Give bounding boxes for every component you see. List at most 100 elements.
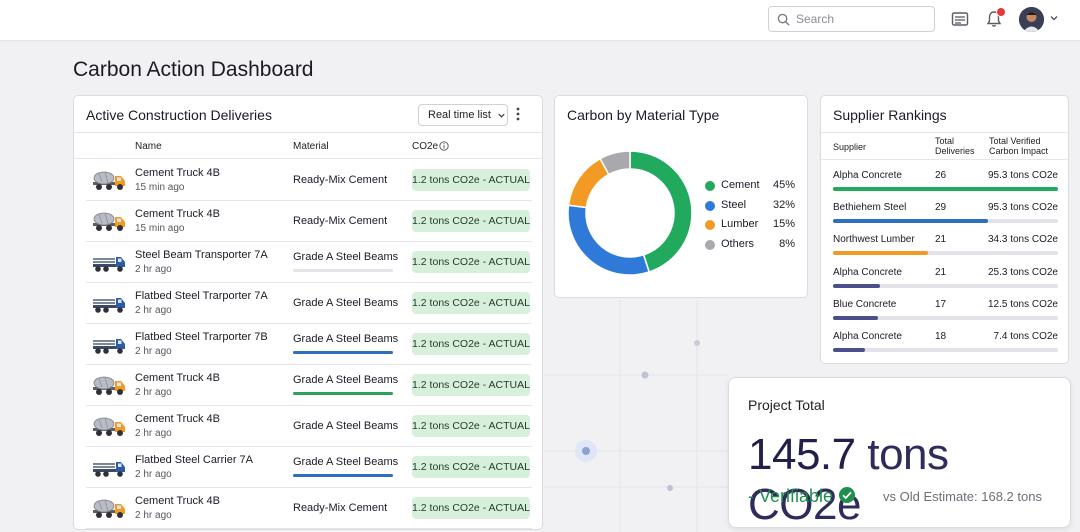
supplier-row[interactable]: Bethiehem Steel 29 95.3 tons CO2e [833,196,1058,228]
delivery-material: Ready-Mix Cement [293,215,388,227]
delivery-time: 2 hr ago [135,428,172,439]
supplier-impact-bar [833,315,1058,320]
delivery-progress-fill [293,351,393,354]
column-supplier[interactable]: Supplier [833,142,867,152]
supplier-name: Bethiehem Steel [833,202,907,214]
supplier-row[interactable]: Alpha Concrete 21 25.3 tons CO2e [833,261,1058,293]
search-box[interactable] [768,6,935,32]
supplier-impact: 34.3 tons CO2e [987,234,1058,246]
supplier-impact: 95.3 tons CO2e [987,202,1058,214]
column-total-deliveries[interactable]: Total Deliveries [935,136,975,156]
supplier-name: Northwest Lumber [833,234,915,246]
project-total-unit: tons CO2e [748,430,949,529]
supplier-deliveries: 29 [935,202,947,214]
table-row[interactable]: Flatbed Steel Carrier 7A 2 hr ago Grade A … [86,447,532,488]
supplier-impact-bar [833,283,1058,288]
delivery-time: 2 hr ago [135,264,172,275]
legend-label: Cement [721,179,760,191]
avatar[interactable] [1019,7,1044,32]
chevron-down-icon [498,113,505,118]
supplier-impact: 25.3 tons CO2e [987,266,1058,278]
donut-slice-cement[interactable] [629,150,693,273]
delivery-name: Flatbed Steel Trarporter 7A [135,290,268,302]
delivery-time: 2 hr ago [135,469,172,480]
delivery-progress-bar [293,474,393,477]
table-row[interactable]: Flatbed Steel Trarporter 7A 2 hr ago Grade… [86,283,532,324]
supplier-impact-fill [833,348,865,352]
legend-swatch [705,239,715,250]
co2-badge: 1.2 tons CO2e - ACTUAL [412,497,530,519]
material-chart-title: Carbon by Material Type [567,107,720,123]
deliveries-card: Active Construction Deliveries Real time… [73,95,543,530]
view-select[interactable]: Real time list [418,104,508,126]
delivery-name: Cement Truck 4B [135,167,220,179]
project-total-value: 145.7 tons CO2e [748,430,1070,530]
legend-percent: 8% [779,237,795,250]
delivery-progress-bar [293,351,393,354]
column-carbon-impact[interactable]: Total Verified Carbon Impact [989,136,1049,156]
list-icon[interactable] [950,9,970,29]
supplier-impact-bar [833,251,1058,256]
delivery-name: Flatbed Steel Carrier 7A [135,454,253,466]
column-material[interactable]: Material [293,141,329,152]
table-row[interactable]: Cement Truck 4B 2 hr ago Ready-Mix Cement 1… [86,488,532,529]
verifiable-label: - Verifiable [748,486,834,506]
co2-badge: 1.2 tons CO2e - ACTUAL [412,292,530,314]
top-bar [0,0,1080,41]
delivery-progress-bar [293,392,393,395]
supplier-impact-fill [833,187,1058,191]
column-name[interactable]: Name [135,141,162,152]
co2-badge: 1.2 tons CO2e - ACTUAL [412,251,530,273]
project-total-label: Project Total [748,397,825,413]
donut-slice-others[interactable] [599,150,631,176]
supplier-impact: 12.5 tons CO2e [987,298,1058,310]
donut-slice-steel[interactable] [567,204,651,276]
delivery-material: Grade A Steel Beams [293,333,399,345]
delivery-material: Ready-Mix Cement [293,502,388,514]
delivery-name: Cement Truck 4B [135,495,220,507]
donut-chart [567,150,693,276]
info-icon[interactable] [439,141,449,151]
cement-truck-icon [92,210,126,237]
table-row[interactable]: Flatbed Steel Trarporter 7B 2 hr ago Grade… [86,324,532,365]
column-co2e[interactable]: CO2e [412,141,439,152]
check-circle-icon [839,487,855,503]
delivery-progress-fill [293,474,393,477]
supplier-row[interactable]: Alpha Concrete 18 7.4 tons CO2e [833,325,1058,357]
co2-badge: 1.2 tons CO2e - ACTUAL [412,333,530,355]
more-options-icon[interactable] [516,107,520,121]
delivery-name: Cement Truck 4B [135,372,220,384]
supplier-row[interactable]: Blue Concrete 17 12.5 tons CO2e [833,293,1058,325]
table-row[interactable]: Cement Truck 4B 15 min ago Ready-Mix Cemen… [86,201,532,242]
donut-slice-lumber[interactable] [567,157,610,209]
project-total-number: 145.7 [748,430,856,479]
cement-truck-icon [92,374,126,401]
supplier-row[interactable]: Alpha Concrete 26 95.3 tons CO2e [833,164,1058,196]
supplier-deliveries: 17 [935,298,947,310]
search-icon [777,13,790,26]
supplier-row[interactable]: Northwest Lumber 21 34.3 tons CO2e [833,228,1058,260]
delivery-time: 2 hr ago [135,305,172,316]
table-row[interactable]: Cement Truck 4B 15 min ago Ready-Mix Cemen… [86,160,532,201]
legend-percent: 15% [773,218,796,230]
delivery-material: Grade A Steel Beams [293,251,399,263]
table-row[interactable]: Cement Truck 4B 2 hr ago Grade A Steel Bea… [86,365,532,406]
table-row[interactable]: Cement Truck 4B 2 hr ago Grade A Steel Bea… [86,406,532,447]
delivery-progress-bar [293,269,393,272]
delivery-time: 2 hr ago [135,387,172,398]
delivery-material: Grade A Steel Beams [293,420,399,432]
chevron-down-icon[interactable] [1049,13,1059,23]
co2-badge: 1.2 tons CO2e - ACTUAL [412,169,530,191]
supplier-impact-bar [833,187,1058,191]
supplier-name: Blue Concrete [833,298,897,310]
delivery-time: 15 min ago [135,223,185,234]
supplier-name: Alpha Concrete [833,266,902,278]
cement-truck-icon [92,415,126,442]
legend-label: Others [721,237,755,250]
supplier-deliveries: 18 [935,331,947,342]
search-input[interactable] [796,12,916,26]
table-row[interactable]: Steel Beam Transporter 7A 2 hr ago Grade A… [86,242,532,283]
legend-label: Steel [721,198,747,211]
old-estimate: vs Old Estimate: 168.2 tons [883,489,1042,504]
co2-badge: 1.2 tons CO2e - ACTUAL [412,415,530,437]
